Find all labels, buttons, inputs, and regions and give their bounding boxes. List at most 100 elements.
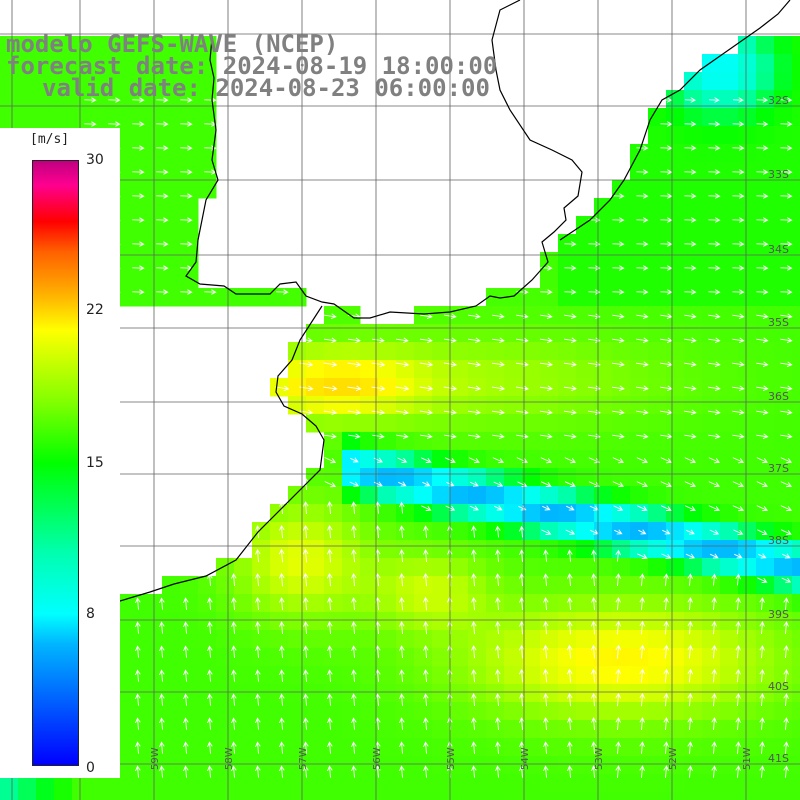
field-cell: [630, 630, 649, 649]
wind-arrow: [564, 265, 577, 271]
field-cell: [792, 522, 800, 541]
wind-arrow: [108, 121, 121, 127]
field-cell: [198, 180, 217, 199]
field-cell: [558, 450, 577, 469]
field-cell: [774, 288, 793, 307]
field-cell: [702, 774, 721, 793]
field-cell: [72, 792, 91, 800]
field-cell: [450, 666, 469, 685]
wind-arrow: [255, 717, 261, 730]
field-cell: [612, 612, 631, 631]
field-cell: [612, 540, 631, 559]
wind-arrow: [780, 289, 793, 295]
field-cell: [540, 792, 559, 800]
field-cell: [234, 666, 253, 685]
field-cell: [450, 342, 469, 361]
field-cell: [738, 414, 757, 433]
wind-arrow: [395, 361, 410, 368]
field-cell: [270, 540, 289, 559]
field-cell: [288, 288, 307, 307]
wind-arrow: [399, 765, 405, 778]
wind-arrow: [423, 717, 429, 730]
field-cell: [288, 594, 307, 613]
field-cell: [774, 774, 793, 793]
wind-arrow: [756, 97, 769, 103]
field-cell: [792, 504, 800, 523]
field-cell: [666, 198, 685, 217]
field-cell: [450, 792, 469, 800]
field-cell: [414, 702, 433, 721]
field-cell: [378, 594, 397, 613]
field-cell: [594, 702, 613, 721]
field-cell: [738, 468, 757, 487]
wind-arrow: [351, 693, 357, 706]
field-cell: [414, 414, 433, 433]
field-cell: [540, 684, 559, 703]
field-cell: [684, 270, 703, 289]
wind-arrow: [371, 337, 385, 344]
field-cell: [306, 630, 325, 649]
field-cell: [306, 504, 325, 523]
field-cell: [612, 522, 631, 541]
field-cell: [360, 468, 379, 487]
wind-arrow: [279, 669, 285, 682]
wind-arrow: [207, 669, 213, 682]
wind-arrow: [303, 669, 309, 682]
field-cell: [720, 432, 739, 451]
wind-arrow: [783, 693, 789, 706]
wind-arrow: [327, 765, 333, 778]
wind-arrow: [156, 193, 169, 199]
wind-arrow: [492, 313, 505, 320]
field-cell: [630, 792, 649, 800]
wind-arrow: [612, 409, 625, 416]
field-cell: [504, 486, 523, 505]
field-cell: [144, 648, 163, 667]
wind-arrow: [684, 505, 696, 512]
field-cell: [306, 378, 325, 397]
wind-arrow: [711, 668, 718, 683]
field-cell: [72, 54, 91, 73]
field-cell: [90, 792, 109, 800]
field-cell: [450, 594, 469, 613]
field-cell: [792, 198, 800, 217]
wind-arrow: [323, 361, 338, 368]
field-cell: [144, 288, 163, 307]
wind-arrow: [492, 337, 505, 344]
field-cell: [486, 774, 505, 793]
wind-arrow: [735, 573, 741, 586]
wind-arrow: [663, 692, 669, 707]
field-cell: [486, 450, 505, 469]
field-cell: [252, 522, 271, 541]
field-cell: [324, 666, 343, 685]
wind-arrow: [663, 765, 669, 778]
field-cell: [450, 720, 469, 739]
field-cell: [324, 432, 343, 451]
wind-arrow: [135, 597, 141, 610]
field-cell: [486, 666, 505, 685]
field-cell: [774, 540, 793, 559]
wind-arrow: [639, 692, 646, 707]
field-cell: [540, 720, 559, 739]
field-cell: [216, 666, 235, 685]
field-cell: [666, 180, 685, 199]
field-cell: [342, 540, 361, 559]
field-cell: [180, 576, 199, 595]
field-cell: [792, 216, 800, 235]
field-cell: [774, 144, 793, 163]
field-cell: [756, 612, 775, 631]
field-cell: [684, 342, 703, 361]
wind-arrow: [756, 169, 769, 175]
wind-arrow: [519, 620, 525, 635]
field-cell: [522, 558, 541, 577]
field-cell: [522, 774, 541, 793]
field-cell: [666, 540, 685, 559]
field-cell: [468, 666, 487, 685]
field-cell: [540, 702, 559, 721]
field-cell: [180, 288, 199, 307]
field-cell: [666, 126, 685, 145]
wind-arrow: [543, 549, 549, 562]
wind-arrow: [279, 596, 285, 611]
field-cell: [540, 414, 559, 433]
wind-arrow: [636, 385, 649, 392]
